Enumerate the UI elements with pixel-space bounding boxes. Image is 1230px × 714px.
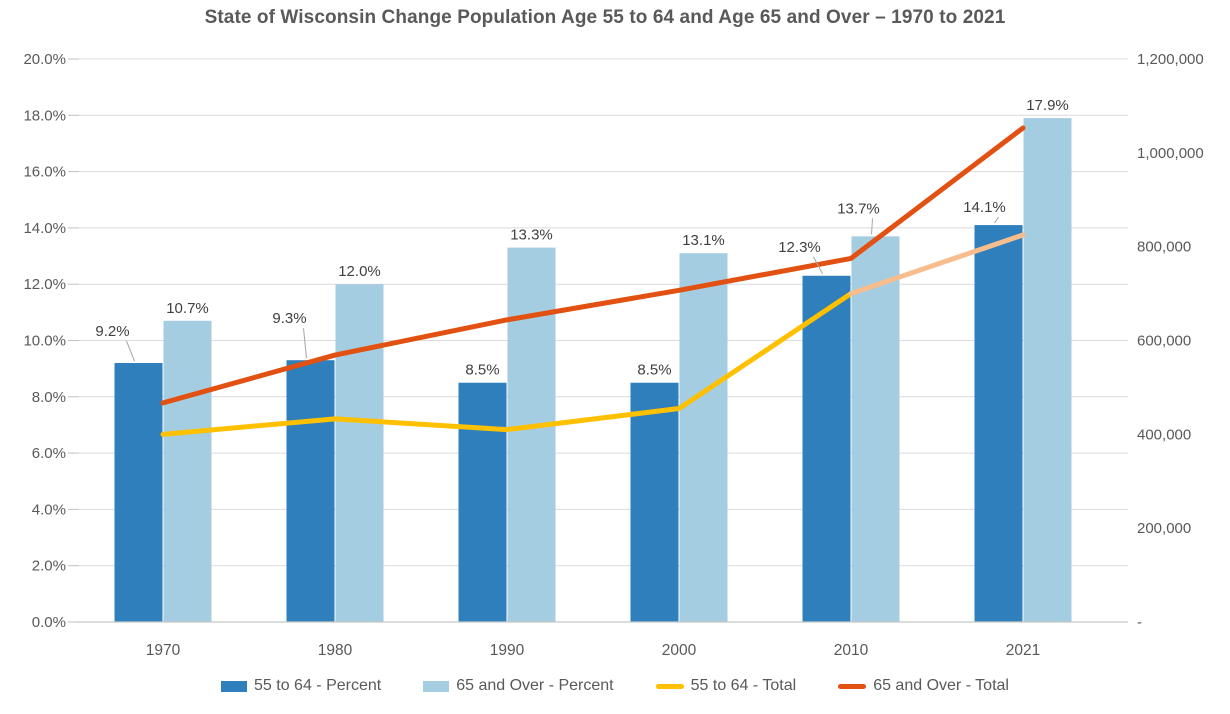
x-axis-category-label: 1990	[490, 642, 525, 659]
bar-65over-2021	[1023, 118, 1072, 623]
bar-data-label: 13.1%	[682, 232, 725, 249]
legend-item-4: 65 and Over - Total	[838, 677, 1009, 695]
bar-55to64-2021	[974, 225, 1023, 622]
line-65over-total	[160, 125, 1026, 406]
bar-55to64-1990	[458, 382, 507, 622]
x-axis-category-label: 1980	[318, 642, 353, 659]
bar-55to64-2010	[802, 275, 851, 622]
x-axis-category-label: 2010	[834, 642, 869, 659]
left-axis-tick-label: 4.0%	[32, 501, 66, 518]
left-axis-tick-label: 2.0%	[32, 558, 66, 575]
data-label-leader-line	[303, 328, 307, 359]
bar-data-label: 10.7%	[166, 300, 209, 317]
left-axis-tick-label: 14.0%	[23, 220, 66, 237]
legend-label: 65 and Over - Total	[873, 677, 1009, 694]
left-axis-tick-label: 18.0%	[23, 107, 66, 124]
left-axis-tick-label: 16.0%	[23, 164, 66, 181]
right-axis-tick-label: 400,000	[1137, 426, 1191, 443]
legend-label: 55 to 64 - Percent	[254, 677, 382, 694]
right-axis-tick-label: -	[1137, 614, 1142, 631]
data-label-leader-line	[994, 216, 999, 224]
bar-65over-1980	[335, 284, 384, 622]
right-axis-tick-label: 800,000	[1137, 239, 1191, 256]
bar-data-label: 8.5%	[637, 362, 671, 379]
bar-65over-2000	[679, 253, 728, 623]
legend-label: 55 to 64 - Total	[690, 677, 797, 694]
legend-item-1: 55 to 64 - Percent	[221, 677, 381, 695]
bar-data-label: 17.9%	[1026, 97, 1069, 114]
legend-line-swatch	[655, 683, 684, 689]
x-axis-category-label: 2000	[662, 642, 697, 659]
legend-bar-swatch	[221, 680, 248, 692]
line-55to64-total	[160, 291, 854, 437]
left-axis-tick-label: 10.0%	[23, 333, 66, 350]
bar-data-label: 13.7%	[837, 200, 880, 217]
legend-item-3: 55 to 64 - Total	[655, 677, 797, 695]
left-axis-tick-label: 12.0%	[23, 276, 66, 293]
data-label-leader-line	[871, 218, 873, 235]
left-axis-tick-label: 6.0%	[32, 445, 66, 462]
legend-item-2: 65 and Over - Percent	[423, 677, 614, 695]
bar-55to64-2000	[630, 382, 679, 622]
chart-title: State of Wisconsin Change Population Age…	[204, 7, 1006, 28]
right-axis-tick-label: 1,000,000	[1137, 145, 1204, 162]
data-label-leader-line	[813, 256, 823, 274]
right-axis-tick-label: 200,000	[1137, 520, 1191, 537]
bar-data-label: 8.5%	[465, 362, 499, 379]
bar-data-label: 9.3%	[272, 310, 306, 327]
bar-65over-1990	[507, 247, 556, 623]
bar-data-label: 12.3%	[778, 239, 821, 256]
right-axis-tick-label: 1,200,000	[1137, 51, 1204, 68]
chart-legend: 55 to 64 - Percent 65 and Over - Percent 5…	[0, 677, 1230, 695]
legend-label: 65 and Over - Percent	[456, 677, 614, 694]
legend-bar-swatch	[423, 680, 450, 692]
bar-data-label: 13.3%	[510, 227, 553, 244]
bar-55to64-1970	[114, 363, 163, 622]
data-label-leader-line	[126, 340, 135, 362]
bar-data-label: 12.0%	[338, 263, 381, 280]
bar-65over-1970	[163, 320, 212, 622]
bar-data-label: 9.2%	[95, 323, 129, 340]
left-axis-tick-label: 20.0%	[23, 51, 66, 68]
left-axis-tick-label: 8.0%	[32, 389, 66, 406]
chart-canvas: 20.0% 18.0% 16.0% 14.0% 12.0% 10.0% 8.0% 6.0% 4.…	[23, 51, 1204, 659]
line-55to64-total-last-segment	[848, 232, 1026, 297]
bar-data-label: 14.1%	[963, 199, 1006, 216]
x-axis-category-label: 2021	[1006, 642, 1040, 659]
x-axis-category-label: 1970	[146, 642, 181, 659]
bar-65over-2010	[851, 236, 900, 622]
legend-line-swatch	[838, 683, 867, 689]
right-axis-tick-label: 600,000	[1137, 333, 1191, 350]
bar-55to64-1980	[286, 360, 335, 622]
left-axis-tick-label: 0.0%	[32, 614, 66, 631]
